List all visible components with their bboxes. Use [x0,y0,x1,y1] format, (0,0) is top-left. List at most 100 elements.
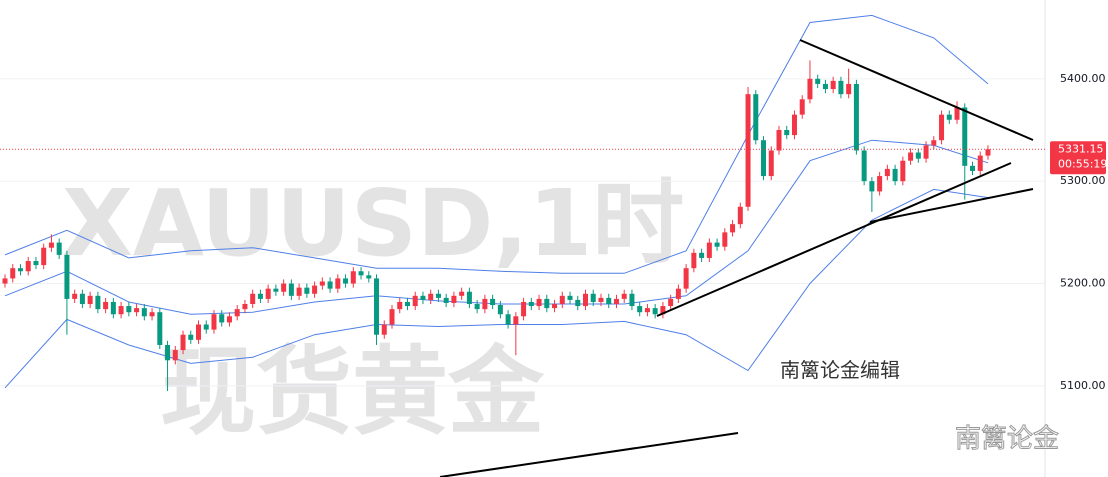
candle-body [234,309,240,317]
trend-line [869,188,1034,223]
candle-body [768,150,774,177]
candle-body [931,140,937,146]
candle-body [327,281,333,289]
candle-body [126,306,132,313]
candle-body [753,94,759,141]
candle-body [830,80,836,90]
candle-body [668,298,674,307]
candle-body [374,278,380,335]
candle-body [48,242,54,248]
candle-body [552,304,558,309]
candle-body [691,252,697,269]
candle-body [381,324,387,335]
candle-body [629,293,635,307]
candle-body [954,107,960,120]
candle-body [923,145,929,159]
candle-body [939,114,945,141]
trend-lines [439,39,1034,477]
candle-body [79,293,85,305]
candle-body [435,293,441,298]
candle-body [412,295,418,307]
candle-body [443,297,449,303]
y-tick-label: 5100.00 [1060,379,1106,392]
candle-body [312,285,318,294]
candle-body [56,242,62,255]
candle-body [87,295,93,305]
candle-body [17,268,23,272]
candle-body [567,295,573,300]
trend-line [439,432,739,477]
candle-body [110,301,116,315]
candle-body [72,293,78,299]
candle-body [41,247,47,266]
candle-body [977,155,983,171]
candle-body [482,298,488,310]
plot [0,14,1045,392]
candle-body [420,295,426,300]
candle-body [621,293,627,299]
candle-body [838,80,844,95]
candle-body [157,312,163,345]
candle-body [807,78,813,100]
candle-body [134,308,140,313]
candle-body [799,99,805,115]
candle-body [459,291,465,296]
candle-body [149,312,155,317]
candle-body [776,129,782,151]
candle-body [660,306,666,315]
name-watermark: 现货黄金 [160,336,545,448]
candle-body [451,295,457,303]
candle-body [288,283,294,296]
candle-body [590,293,596,302]
annotation: 南篱论金编辑 [780,358,900,382]
candle-body [575,299,581,307]
candle-body [497,305,503,315]
y-tick-label: 5400.00 [1060,72,1106,85]
candle-body [861,150,867,182]
candle-body [389,309,395,325]
candle-body [761,140,767,177]
brand-mark: 南篱论金 [955,424,1059,454]
candle-body [490,298,496,306]
candle-body [737,206,743,225]
candle-body [714,242,720,247]
candle-body [273,288,279,292]
candle-body [180,334,186,351]
candle-body [466,291,472,305]
candle-body [699,252,705,258]
candle-body [10,268,16,279]
candle-body [2,278,8,284]
candle-body [281,283,287,292]
y-tick-label: 5300.00 [1060,174,1106,187]
trend-line [656,162,1012,317]
candle-body [521,301,527,317]
candle-body [242,304,248,310]
candle-body [869,181,875,192]
candle-body [784,129,790,136]
trend-line [799,39,1034,141]
symbol-watermark: XAUUSD,1时 [62,170,684,277]
candle-body [985,149,991,156]
candle-body [25,261,31,272]
candle-body [606,297,612,305]
candle-body [188,334,194,340]
candle-body [165,344,171,361]
candle-body [304,287,310,294]
y-tick-label: 5200.00 [1060,277,1106,290]
candle-body [428,293,434,300]
candle-body [946,114,952,120]
candle-body [822,83,828,90]
candle-body [722,232,728,247]
candle-body [853,83,859,151]
candle-body [296,287,302,296]
candle-body [900,160,906,182]
candle-body [528,301,534,307]
candle-body [172,350,178,361]
candle-body [892,168,898,182]
candle-body [730,224,736,233]
candle-body [536,298,542,307]
background-layer: XAUUSD,1时 现货黄金 [62,170,684,448]
candle-body [33,261,39,266]
candle-body [505,314,511,325]
